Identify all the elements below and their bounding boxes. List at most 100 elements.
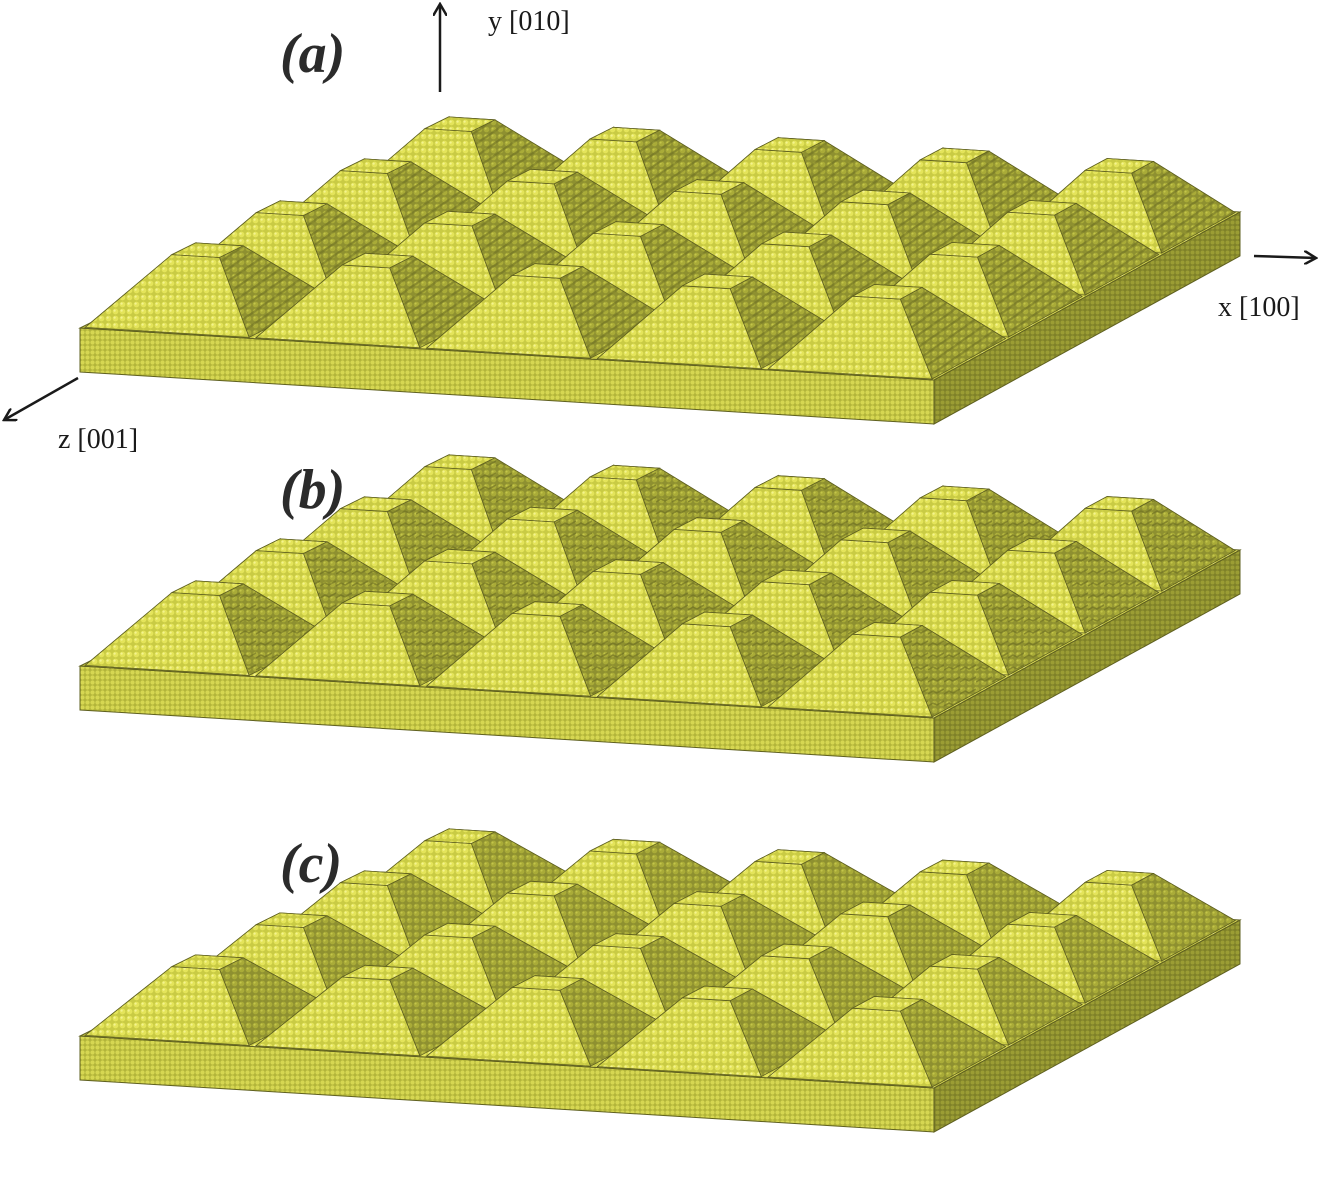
pyramid-face bbox=[839, 189, 912, 206]
pyramid-face bbox=[423, 548, 497, 565]
pyramid-face bbox=[339, 496, 413, 512]
pyramid-face bbox=[340, 252, 415, 269]
pyramid-face-texture bbox=[471, 214, 580, 306]
pyramid-face-texture bbox=[636, 130, 744, 222]
pyramid-face bbox=[423, 116, 497, 132]
surface-panel-a bbox=[78, 115, 1242, 425]
pyramid-face bbox=[505, 168, 579, 185]
pyramid-face bbox=[423, 210, 497, 227]
pyramid-face bbox=[851, 622, 924, 638]
pyramid-face-texture bbox=[887, 531, 993, 623]
pyramid-face-texture bbox=[303, 541, 413, 634]
pyramid bbox=[84, 954, 330, 1046]
pyramid-face bbox=[423, 828, 497, 844]
pyramid bbox=[425, 975, 669, 1067]
pyramid-face bbox=[254, 200, 329, 216]
pyramid-face bbox=[851, 284, 924, 300]
pyramid-face-texture bbox=[966, 151, 1072, 243]
pyramid-face-texture bbox=[887, 193, 993, 285]
pyramid bbox=[425, 263, 669, 359]
pyramid bbox=[596, 273, 838, 370]
panel-label-b: (b) bbox=[280, 459, 345, 521]
pyramid-face-texture bbox=[559, 266, 668, 359]
pyramid-face bbox=[591, 933, 665, 949]
pyramid-face-texture bbox=[808, 235, 915, 327]
pyramid-face bbox=[1083, 496, 1155, 512]
pyramid-face bbox=[918, 147, 991, 164]
pyramid-face bbox=[753, 849, 826, 865]
pyramid-face bbox=[588, 838, 661, 855]
pyramid-face-texture bbox=[1131, 161, 1236, 253]
pyramid-face bbox=[760, 569, 833, 586]
pyramid-face-texture bbox=[640, 224, 748, 317]
pyramid-face bbox=[340, 590, 415, 607]
pyramid bbox=[84, 241, 330, 338]
pyramid bbox=[767, 996, 1007, 1088]
pyramid-face-texture bbox=[636, 468, 744, 560]
pyramid bbox=[254, 252, 500, 349]
pyramid-face-texture bbox=[554, 172, 662, 264]
pyramid-face bbox=[588, 464, 661, 481]
pyramid-face-texture bbox=[801, 140, 908, 233]
panel-label-a: (a) bbox=[280, 23, 345, 85]
pyramid-face bbox=[1006, 200, 1078, 216]
axes: y [010] x [100] z [001] bbox=[4, 4, 1316, 455]
pyramid-face bbox=[510, 601, 584, 617]
pyramid-face bbox=[170, 954, 245, 970]
pyramid-face-texture bbox=[977, 245, 1083, 337]
pyramid-face bbox=[423, 454, 497, 470]
pyramid-face bbox=[1083, 870, 1155, 886]
pyramid-face-texture bbox=[720, 520, 828, 613]
pyramid-face bbox=[839, 527, 912, 544]
pyramid-face bbox=[928, 242, 1001, 258]
surface-panel-b bbox=[78, 453, 1242, 763]
pyramid-face bbox=[510, 263, 584, 279]
z-axis-arrow bbox=[4, 376, 79, 420]
pyramid-face-texture bbox=[1054, 203, 1159, 295]
pyramid-face-texture bbox=[966, 489, 1072, 581]
pyramid bbox=[338, 827, 580, 920]
pyramid-face bbox=[672, 517, 745, 533]
pyramid-face bbox=[1083, 158, 1155, 174]
pyramid-face-texture bbox=[559, 604, 668, 697]
x-axis-arrow bbox=[1253, 256, 1316, 258]
pyramid-face bbox=[680, 273, 754, 290]
pyramid-face-texture bbox=[730, 615, 837, 707]
pyramid-face bbox=[339, 870, 413, 886]
pyramid-face bbox=[680, 985, 754, 1002]
pyramid bbox=[767, 622, 1007, 718]
pyramid-face bbox=[753, 475, 826, 491]
panel-label-c: (c) bbox=[280, 833, 342, 895]
pyramid bbox=[596, 611, 838, 708]
pyramid-face bbox=[839, 901, 912, 918]
pyramid bbox=[254, 590, 500, 687]
pyramid-face bbox=[928, 580, 1001, 596]
pyramid-face bbox=[510, 975, 584, 991]
pyramid-face bbox=[672, 179, 745, 195]
pyramid-face-texture bbox=[1054, 541, 1159, 633]
pyramid-face bbox=[1006, 538, 1078, 554]
pyramid-face bbox=[672, 891, 745, 907]
pyramid bbox=[425, 601, 669, 697]
pyramid-face-texture bbox=[303, 203, 413, 296]
pyramid-face bbox=[254, 912, 329, 928]
pyramid-face-texture bbox=[1131, 499, 1236, 591]
pyramid-face bbox=[753, 137, 826, 153]
pyramid-face-texture bbox=[640, 562, 748, 655]
pyramid-face bbox=[760, 231, 833, 248]
pyramid-face-texture bbox=[730, 277, 837, 369]
pyramid-face bbox=[588, 126, 661, 143]
pyramid-face bbox=[170, 242, 245, 258]
pyramid-face bbox=[339, 158, 413, 174]
pyramid-face bbox=[918, 859, 991, 876]
pyramid-face-texture bbox=[900, 625, 1006, 717]
pyramid-face bbox=[340, 964, 415, 981]
pyramid-face bbox=[170, 580, 245, 596]
pyramid-face bbox=[918, 485, 991, 502]
pyramid-face-texture bbox=[977, 583, 1083, 675]
pyramid-face-texture bbox=[219, 583, 330, 676]
pyramid-face bbox=[928, 954, 1001, 970]
pyramid-face-texture bbox=[387, 161, 496, 254]
